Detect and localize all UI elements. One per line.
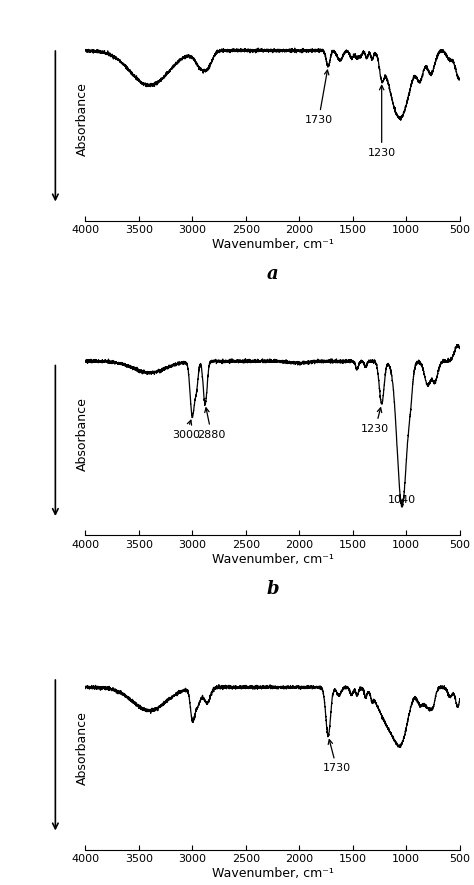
Text: b: b <box>266 580 279 597</box>
Text: 1230: 1230 <box>361 408 389 434</box>
Text: a: a <box>267 266 278 283</box>
Y-axis label: Absorbance: Absorbance <box>76 712 89 785</box>
Text: 1040: 1040 <box>388 496 416 505</box>
X-axis label: Wavenumber, cm⁻¹: Wavenumber, cm⁻¹ <box>211 238 334 251</box>
Text: 2880: 2880 <box>197 408 226 440</box>
Text: 3000: 3000 <box>172 420 200 440</box>
Text: 1730: 1730 <box>323 740 351 773</box>
Y-axis label: Absorbance: Absorbance <box>76 82 89 156</box>
Y-axis label: Absorbance: Absorbance <box>76 396 89 471</box>
X-axis label: Wavenumber, cm⁻¹: Wavenumber, cm⁻¹ <box>211 553 334 566</box>
X-axis label: Wavenumber, cm⁻¹: Wavenumber, cm⁻¹ <box>211 867 334 881</box>
Text: 1730: 1730 <box>304 70 333 125</box>
Text: 1230: 1230 <box>368 86 396 158</box>
